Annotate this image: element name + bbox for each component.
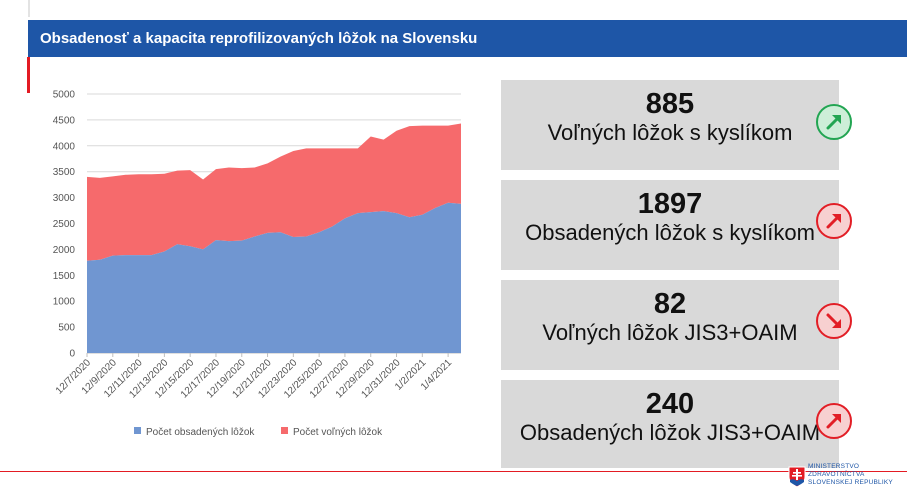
- footer-red-line: [0, 471, 907, 472]
- stat-label: Obsadených lôžok JIS3+OAIM: [519, 420, 821, 445]
- y-tick-label: 500: [58, 323, 75, 334]
- arrow-up-right-icon: [816, 203, 852, 239]
- legend-swatch: [281, 427, 288, 434]
- legend-swatch: [134, 427, 141, 434]
- stat-card-occupied-icu: 240 Obsadených lôžok JIS3+OAIM: [501, 380, 839, 468]
- stat-value: 1897: [637, 188, 703, 220]
- slide-title: Obsadenosť a kapacita reprofilizovaných …: [40, 30, 478, 47]
- y-tick-label: 5000: [53, 90, 76, 101]
- arrow-down-right-icon: [816, 303, 852, 339]
- y-axis-ticks: 0 500 1000 1500 2000 2500 3000 3500 4000 4500 5000: [53, 90, 76, 360]
- series-area-free-beds: [87, 123, 461, 261]
- legend-item: Počet voľných lôžok: [281, 427, 383, 438]
- slide-left-rule: [28, 0, 30, 17]
- legend-label: Počet voľných lôžok: [293, 427, 383, 438]
- y-tick-label: 2500: [53, 219, 76, 230]
- y-tick-label: 1500: [53, 271, 76, 282]
- stat-card-occupied-oxygen: 1897 Obsadených lôžok s kyslíkom: [501, 180, 839, 270]
- stat-label: Voľných lôžok JIS3+OAIM: [542, 320, 798, 345]
- chart-legend: Počet obsadených lôžok Počet voľných lôžo…: [134, 427, 383, 438]
- series-area-occupied-beds: [87, 202, 461, 353]
- stat-value: 82: [653, 288, 687, 320]
- chart-areas: [87, 123, 461, 353]
- ministry-name: MINISTERSTVO ZDRAVOTNÍCTVA SLOVENSKEJ RE…: [808, 463, 893, 486]
- stat-label: Obsadených lôžok s kyslíkom: [525, 220, 815, 245]
- legend-label: Počet obsadených lôžok: [146, 427, 255, 438]
- y-tick-label: 2000: [53, 245, 76, 256]
- stat-card-free-oxygen: 885 Voľných lôžok s kyslíkom: [501, 80, 839, 170]
- ministry-logo: MINISTERSTVO ZDRAVOTNÍCTVA SLOVENSKEJ RE…: [786, 463, 907, 500]
- stat-value: 885: [645, 88, 695, 120]
- y-tick-label: 4500: [53, 115, 76, 126]
- stat-label: Voľných lôžok s kyslíkom: [547, 120, 793, 145]
- arrow-up-right-icon: [816, 104, 852, 140]
- title-red-accent: [27, 57, 30, 93]
- slide-title-bar: Obsadenosť a kapacita reprofilizovaných …: [28, 20, 907, 57]
- arrow-up-right-icon: [816, 403, 852, 439]
- stat-value: 240: [645, 388, 695, 420]
- y-tick-label: 1000: [53, 297, 76, 308]
- stat-card-free-icu: 82 Voľných lôžok JIS3+OAIM: [501, 280, 839, 370]
- y-tick-label: 3000: [53, 193, 76, 204]
- y-tick-label: 4000: [53, 141, 76, 152]
- occupancy-area-chart: 0 500 1000 1500 2000 2500 3000 3500 4000 4500 5000…: [53, 90, 461, 438]
- legend-item: Počet obsadených lôžok: [134, 427, 255, 438]
- x-axis-ticks: 12/7/202012/9/202012/11/202012/13/202012…: [54, 353, 455, 401]
- y-tick-label: 3500: [53, 167, 76, 178]
- slovak-coat-of-arms-icon: [788, 466, 806, 488]
- y-tick-label: 0: [69, 349, 75, 360]
